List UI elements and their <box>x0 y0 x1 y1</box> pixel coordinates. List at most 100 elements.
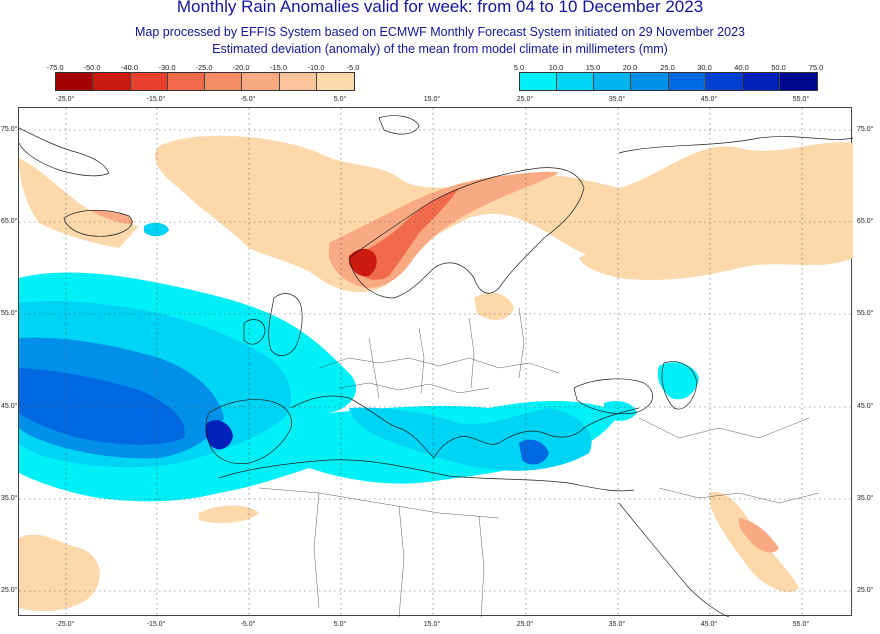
legend-dry-swatch <box>93 73 131 90</box>
legend-wet-swatch <box>594 73 632 90</box>
lon-axis-top: -25.0° -15.0° -5.0° 5.0° 15.0° 25.0° 35.… <box>0 96 880 106</box>
border-line <box>368 337 380 399</box>
dry-area-ukraine <box>474 292 514 320</box>
legend-wet-swatch <box>705 73 743 90</box>
border-line <box>313 492 320 609</box>
legend-wet-tick: 75.0 <box>808 63 824 72</box>
map-title: Monthly Rain Anomalies valid for week: f… <box>176 0 704 16</box>
wet-area-black-sea <box>604 401 637 421</box>
lat-label-left: 45.0° <box>1 403 18 410</box>
coastlines <box>18 115 854 618</box>
lon-label: -25.0° <box>55 621 75 628</box>
lon-label: 5.0° <box>333 96 347 103</box>
border-line <box>398 505 405 618</box>
legend-dry-tick: -75.0 <box>46 63 64 72</box>
legend-wet-swatch <box>631 73 669 90</box>
coastline-scandinavia <box>348 167 585 299</box>
lat-label-right: 25.0° <box>857 587 874 594</box>
legend-dry-tick: -30.0 <box>158 63 176 72</box>
lon-label: -25.0° <box>55 96 75 103</box>
legend-dry-tick: -25.0 <box>195 63 213 72</box>
lon-label: -15.0° <box>146 96 166 103</box>
map-subtitle-source: Map processed by EFFIS System based on E… <box>135 25 745 39</box>
lon-label: 25.0° <box>516 621 534 628</box>
wet-area-portugal-peak <box>205 420 233 450</box>
anomaly-map-svg <box>18 108 854 618</box>
lon-label: -5.0° <box>240 96 256 103</box>
lat-label-left: 35.0° <box>1 495 18 502</box>
coastline-europe-south <box>290 395 640 459</box>
legend-dry-swatch <box>205 73 243 90</box>
lon-label: 45.0° <box>700 621 718 628</box>
border-line <box>338 382 490 394</box>
legend-wet-swatch <box>742 73 780 90</box>
coastline-ireland <box>243 319 266 345</box>
legend-dry-ticks: -75.0 -50.0 -40.0 -30.0 -25.0 -20.0 -15.… <box>46 63 359 73</box>
legend-wet-ticks: 5.0 10.0 15.0 20.0 25.0 30.0 40.0 50.0 7… <box>514 63 824 73</box>
lat-label-right: 45.0° <box>857 403 874 410</box>
lon-label: 45.0° <box>700 96 718 103</box>
dry-area-atlantic-north <box>19 158 139 248</box>
coastline-black-sea <box>573 378 654 415</box>
wet-area-iceland-small <box>144 222 169 237</box>
coastline-greenland <box>18 127 110 177</box>
legend-wet-swatch <box>557 73 595 90</box>
dry-area-arabia-core <box>738 518 779 553</box>
wet-area-aegean <box>519 439 549 465</box>
lon-label: 5.0° <box>333 621 347 628</box>
coastline-red-sea <box>618 502 730 618</box>
anomaly-map <box>18 107 854 618</box>
legend-wet-tick: 10.0 <box>548 63 564 72</box>
legend-wet-swatch <box>779 73 817 90</box>
coastline-caspian <box>661 361 698 410</box>
legend-dry-tick: -20.0 <box>232 63 250 72</box>
legend-wet-swatch <box>520 73 558 90</box>
graticule <box>19 108 853 617</box>
borders <box>258 307 820 618</box>
lon-axis-bottom: -25.0° -15.0° -5.0° 5.0° 15.0° 25.0° 35.… <box>0 621 880 631</box>
legend-wet-swatch <box>668 73 706 90</box>
legend-dry-tick: -10.0 <box>307 63 325 72</box>
lon-label: -5.0° <box>240 621 256 628</box>
dry-area-norway-peak <box>349 248 377 277</box>
legend-wet-tick: 40.0 <box>734 63 749 72</box>
legend-dry-swatch <box>56 73 94 90</box>
legend-wet-tick: 15.0 <box>585 63 601 72</box>
legend-dry-swatch <box>167 73 205 90</box>
lat-label-right: 65.0° <box>857 218 874 225</box>
dry-anomaly-areas <box>19 135 853 611</box>
legend-wet-tick: 30.0 <box>697 63 712 72</box>
lon-label: 55.0° <box>792 96 810 103</box>
map-subtitle-units: Estimated deviation (anomaly) of the mea… <box>212 42 668 56</box>
legend-dry-swatch <box>279 73 317 90</box>
border-line <box>418 327 425 394</box>
border-line <box>658 487 820 504</box>
border-line <box>638 417 810 439</box>
legend-dry-swatch <box>316 73 354 90</box>
legend-dry-swatch <box>242 73 280 90</box>
lon-label: 35.0° <box>608 96 626 103</box>
lat-label-right: 35.0° <box>857 495 874 502</box>
lon-label: 35.0° <box>608 621 626 628</box>
coastline-north-africa <box>218 459 635 492</box>
lat-label-left: 25.0° <box>1 587 18 594</box>
coastline-britain <box>268 293 303 357</box>
wet-area-caspian <box>657 362 699 400</box>
border-line <box>478 515 485 618</box>
legend-dry-scale <box>55 72 355 91</box>
legend-dry-tick: -40.0 <box>120 63 139 72</box>
legend-wet-tick: 20.0 <box>622 63 638 72</box>
lat-label-left: 65.0° <box>1 218 18 225</box>
border-line <box>468 317 475 389</box>
lon-label: 25.0° <box>516 96 534 103</box>
lon-label: 55.0° <box>792 621 810 628</box>
lat-label-left: 55.0° <box>1 310 18 317</box>
legend-dry-tick: -5.0 <box>346 63 360 72</box>
legend-dry-tick: -50.0 <box>83 63 101 72</box>
border-line <box>318 357 560 374</box>
legend-dry-tick: -15.0 <box>269 63 288 72</box>
lat-label-right: 75.0° <box>857 126 874 133</box>
legend-wet-tick: 50.0 <box>771 63 786 72</box>
border-line <box>518 307 525 379</box>
coastline-arctic-russia <box>618 136 854 154</box>
